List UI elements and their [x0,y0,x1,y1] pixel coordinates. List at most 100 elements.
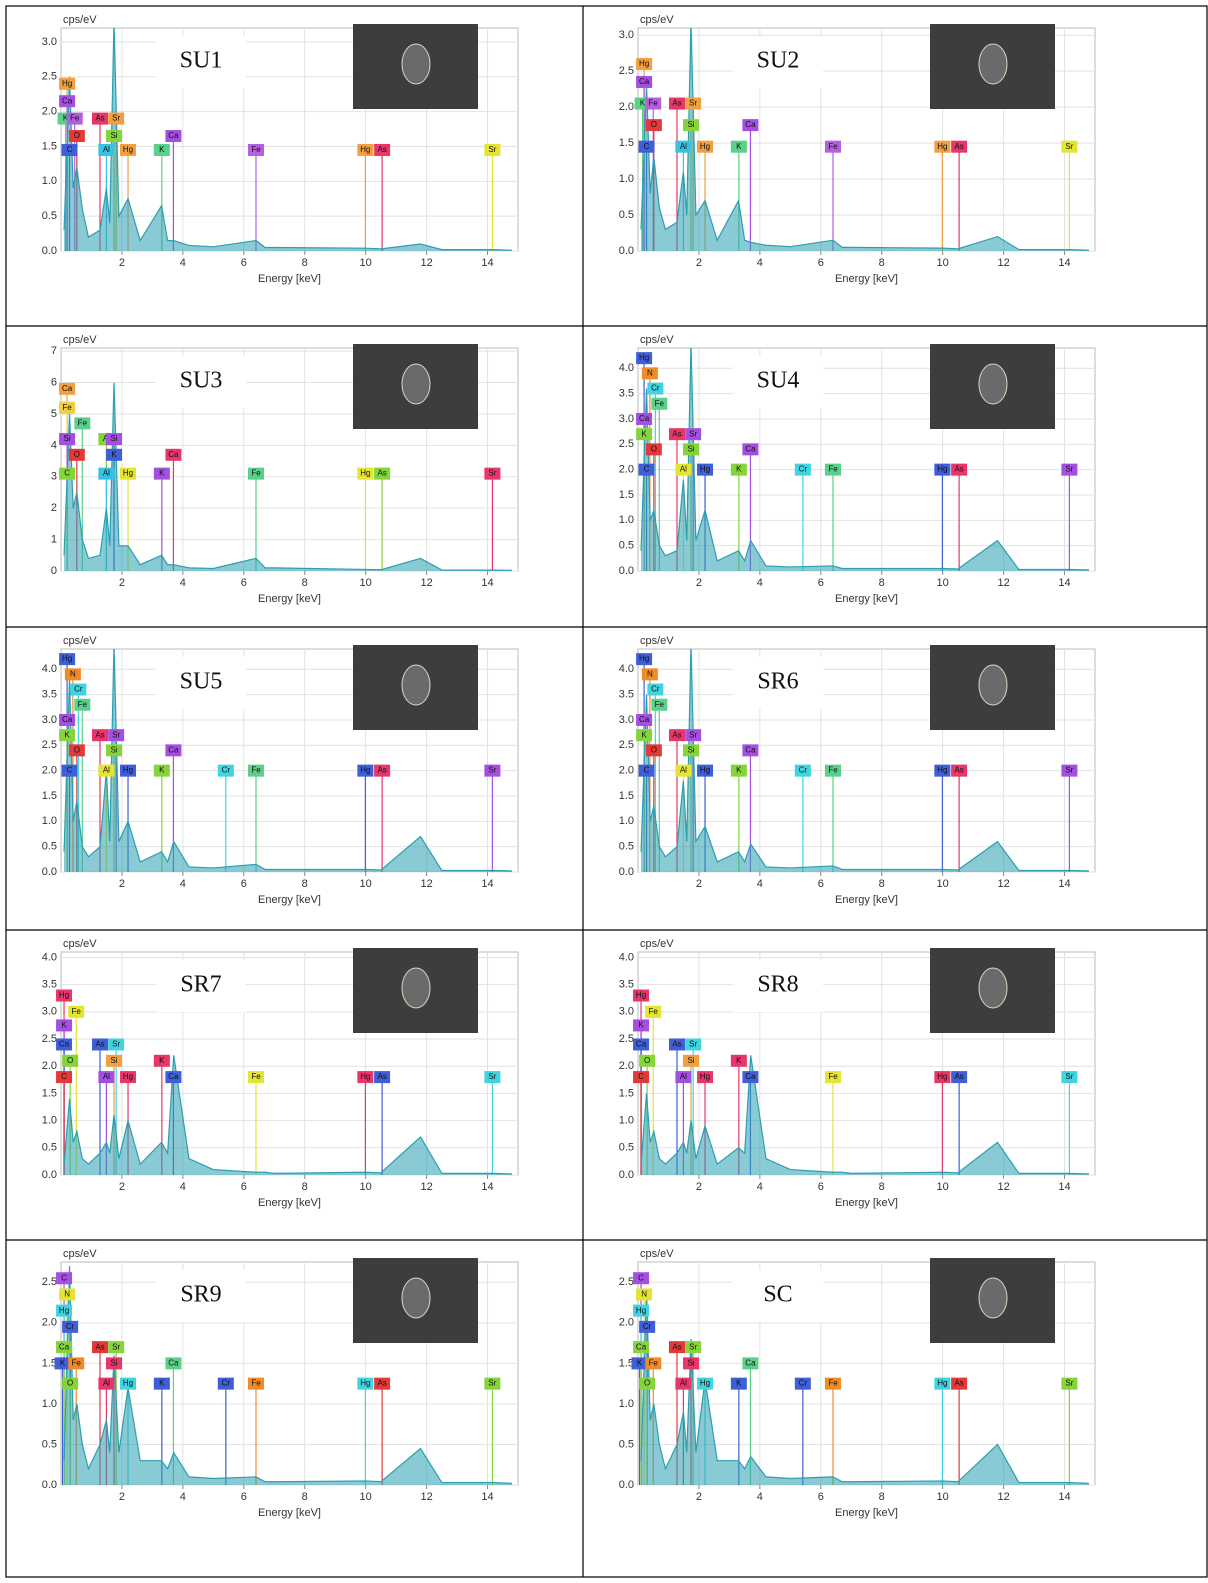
panel: 0.00.51.01.52.02.53.03.54.02468101214cps… [619,635,1095,906]
element-label: Ca [636,1040,647,1049]
element-label: As [672,1342,681,1351]
element-label: K [159,1056,165,1065]
element-label: As [672,730,681,739]
x-axis-label: Energy [keV] [258,593,321,605]
x-tick-label: 6 [241,577,247,589]
panel-title: SR8 [757,972,798,998]
x-tick-label: 2 [696,878,702,890]
panel: 012345672468101214cps/eVEnergy [keV]CaFe… [51,334,518,605]
element-label: Hg [937,766,947,775]
x-tick-label: 8 [302,1491,308,1503]
element-label: K [736,766,742,775]
element-label: Hg [360,469,370,478]
element-label: Hg [123,1379,133,1388]
figure: 0.00.51.01.52.02.53.02468101214cps/eVEne… [0,0,1208,1583]
y-tick-label: 1.5 [619,1087,634,1099]
element-label: Hg [639,353,649,362]
element-label: K [159,145,165,154]
element-label: Fe [62,403,72,412]
x-tick-label: 8 [302,577,308,589]
element-label: Hg [700,142,710,151]
element-label: Ca [745,444,756,453]
y-tick-label: 0.0 [619,1479,634,1491]
element-label: Fe [70,114,80,123]
element-label: Ca [639,715,650,724]
x-tick-label: 10 [360,1491,372,1503]
element-label: Ca [168,450,179,459]
element-label: K [64,730,70,739]
element-label: Ca [639,414,650,423]
y-tick-label: 3.0 [619,1006,634,1018]
x-tick-label: 8 [302,878,308,890]
element-label: Si [687,745,694,754]
y-tick-label: 3.5 [619,689,634,701]
element-label: Fe [655,399,665,408]
element-label: K [60,1358,66,1367]
element-label: Al [103,766,110,775]
element-label: As [377,145,386,154]
y-tick-label: 1.0 [42,1398,57,1410]
element-label: K [637,1358,643,1367]
element-label: As [377,1072,386,1081]
x-tick-label: 4 [180,1181,186,1193]
x-tick-label: 14 [1058,257,1070,269]
element-label: Hg [360,145,370,154]
y-tick-label: 1.5 [619,790,634,802]
element-label: Fe [649,99,659,108]
x-tick-label: 2 [119,1491,125,1503]
element-label: Ca [168,1358,179,1367]
panel-title: SR7 [180,972,221,998]
element-label: Cr [222,1379,231,1388]
element-label: K [638,1021,644,1030]
y-tick-label: 1.0 [619,173,634,185]
x-tick-label: 4 [180,878,186,890]
y-tick-label: 5 [51,408,57,420]
element-label: O [74,450,80,459]
element-label: Cr [643,1322,652,1331]
y-axis-label: cps/eV [63,334,97,346]
element-label: Hg [636,991,646,1000]
y-axis-label: cps/eV [640,938,674,950]
element-label: K [640,99,646,108]
panel-title: SU3 [180,368,223,394]
sem-particle [402,1278,430,1318]
y-tick-label: 2.5 [42,739,57,751]
element-label: C [67,766,73,775]
element-label: Al [103,145,110,154]
sem-particle [402,665,430,705]
x-tick-label: 8 [302,257,308,269]
element-label: Hg [59,991,69,1000]
element-label: Fe [828,766,838,775]
element-label: O [644,1056,650,1065]
x-tick-label: 2 [119,257,125,269]
element-label: As [672,429,681,438]
element-label: Si [687,444,694,453]
element-label: Hg [123,766,133,775]
element-label: Sr [488,766,496,775]
element-label: Ca [62,715,73,724]
element-label: Ca [59,1342,70,1351]
x-tick-label: 4 [180,577,186,589]
y-tick-label: 1.5 [42,1087,57,1099]
element-label: Hg [62,654,72,663]
y-axis-label: cps/eV [63,635,97,647]
y-tick-label: 3.0 [42,36,57,48]
x-tick-label: 8 [879,257,885,269]
y-tick-label: 1 [51,533,57,545]
x-tick-label: 8 [879,577,885,589]
x-axis-label: Energy [keV] [835,1197,898,1209]
x-tick-label: 12 [420,577,432,589]
sem-particle [979,364,1007,404]
y-tick-label: 1.5 [42,790,57,802]
x-tick-label: 10 [937,577,949,589]
element-label: Si [687,1358,694,1367]
element-label: Hg [360,1072,370,1081]
element-label: Hg [123,469,133,478]
panel-title: SR6 [757,669,798,695]
element-label: Ca [639,77,650,86]
y-tick-label: 0.5 [619,540,634,552]
element-label: Cr [799,1379,808,1388]
x-tick-label: 4 [180,257,186,269]
element-label: Hg [639,59,649,68]
element-label: Fe [78,418,88,427]
